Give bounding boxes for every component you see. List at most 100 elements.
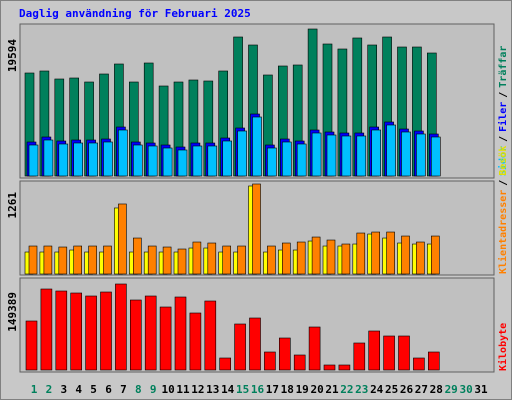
chart-title: Daglig användning för Februari 2025 xyxy=(19,7,251,20)
bar xyxy=(85,295,97,371)
bar xyxy=(130,299,142,371)
x-tick-label: 15 xyxy=(236,383,249,396)
bar xyxy=(219,357,231,371)
bar xyxy=(267,147,277,177)
bar xyxy=(368,330,381,371)
x-tick-label: 6 xyxy=(105,383,112,396)
bar xyxy=(281,141,292,177)
x-tick-label: 22 xyxy=(340,383,353,396)
x-tick-label: 8 xyxy=(135,383,142,396)
bar xyxy=(237,130,247,177)
bar xyxy=(356,232,366,275)
bar xyxy=(189,312,202,371)
x-tick-label: 25 xyxy=(385,383,398,396)
bar xyxy=(100,291,112,371)
bar xyxy=(207,242,217,275)
x-tick-label: 4 xyxy=(75,383,82,396)
x-tick-label: 26 xyxy=(400,383,414,396)
legend-separator: / xyxy=(498,136,509,142)
legend: Klientadresser / Besök xyxy=(497,146,509,274)
bar xyxy=(118,129,128,177)
bar xyxy=(103,141,113,177)
legend-separator: / xyxy=(498,180,509,186)
bar xyxy=(234,323,246,371)
x-tick-label: 20 xyxy=(310,383,323,396)
bar xyxy=(430,136,441,177)
bar xyxy=(252,116,262,177)
bar xyxy=(353,342,366,371)
bar xyxy=(311,132,322,177)
bar xyxy=(222,245,231,275)
bar xyxy=(192,241,202,275)
x-tick-label: 2 xyxy=(46,383,53,396)
bar xyxy=(249,317,261,371)
bar xyxy=(73,245,82,275)
bar xyxy=(278,337,291,371)
bar xyxy=(383,335,395,371)
legend-entry: Sidor xyxy=(497,146,509,176)
x-tick-label: 10 xyxy=(161,383,174,396)
bar xyxy=(371,129,382,177)
bar xyxy=(296,241,306,275)
bar xyxy=(147,145,158,177)
bar xyxy=(58,143,69,177)
x-tick-label: 5 xyxy=(90,383,97,396)
bar xyxy=(416,133,426,177)
bar xyxy=(386,231,395,275)
bar xyxy=(293,354,306,371)
legend-entry: Filer xyxy=(497,102,509,132)
bar xyxy=(133,237,142,275)
bar xyxy=(162,246,172,275)
bar xyxy=(43,245,53,275)
bar xyxy=(159,306,172,371)
bar xyxy=(207,145,218,177)
bar xyxy=(192,145,203,177)
bar xyxy=(341,243,351,275)
bar xyxy=(40,288,53,371)
bar xyxy=(338,364,351,371)
bar xyxy=(55,290,68,371)
bar xyxy=(28,144,39,177)
bar xyxy=(281,242,291,275)
bar xyxy=(174,296,187,371)
bar xyxy=(264,351,276,371)
legend: Kilobyte xyxy=(497,323,509,371)
bar xyxy=(115,283,127,371)
legend-entry: Klientadresser xyxy=(497,190,509,274)
bar xyxy=(118,203,127,275)
bar xyxy=(73,142,83,177)
bar xyxy=(386,124,396,177)
bar xyxy=(356,135,367,177)
bar xyxy=(43,139,54,177)
bar xyxy=(326,134,337,177)
bar xyxy=(308,326,321,371)
x-tick-label: 12 xyxy=(191,383,204,396)
bar xyxy=(177,248,187,275)
bar xyxy=(58,246,68,275)
x-tick-label: 31 xyxy=(474,383,488,396)
bar xyxy=(430,235,440,275)
bar xyxy=(162,147,173,177)
bar xyxy=(147,245,157,275)
x-tick-label: 30 xyxy=(459,383,472,396)
x-tick-label: 19 xyxy=(296,383,309,396)
x-tick-label: 23 xyxy=(355,383,368,396)
bar xyxy=(326,239,336,275)
bar xyxy=(252,183,261,275)
bar xyxy=(88,142,98,177)
legend: Sidor / Filer / Träffar xyxy=(497,46,509,176)
x-tick-label: 1 xyxy=(31,383,38,396)
x-tick-label: 11 xyxy=(176,383,190,396)
legend-entry: Besök xyxy=(498,146,509,176)
bar xyxy=(401,235,410,275)
bar xyxy=(416,241,425,275)
legend-entry: Kilobyte xyxy=(497,323,509,371)
bar xyxy=(398,335,410,371)
x-tick-label: 3 xyxy=(60,383,67,396)
x-tick-label: 9 xyxy=(150,383,157,396)
bar xyxy=(413,357,425,371)
bar xyxy=(237,245,246,275)
bar xyxy=(144,295,157,371)
bar xyxy=(70,292,82,371)
